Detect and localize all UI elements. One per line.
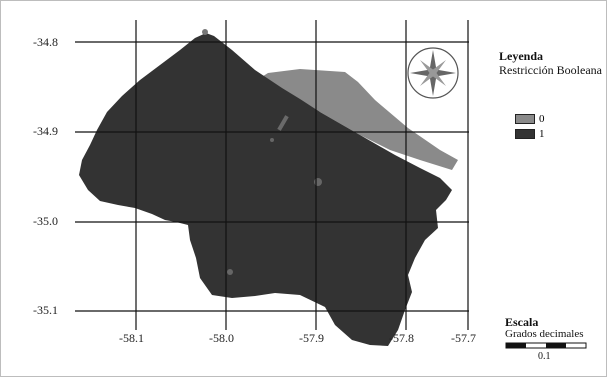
- legend-item-label: 0: [539, 112, 545, 125]
- lat-label: -35.0: [33, 214, 58, 228]
- coordinate-grid: [75, 20, 469, 330]
- legend-swatch: [515, 128, 535, 139]
- lat-label: -34.9: [33, 124, 58, 138]
- restriction-one-region: [79, 33, 452, 346]
- lon-label: -57.7: [451, 331, 476, 345]
- legend-subtitle: Restricción Booleana: [499, 63, 602, 77]
- patch: [314, 178, 322, 186]
- compass-rose-icon: [407, 47, 459, 99]
- lon-label: -58.0: [209, 331, 234, 345]
- legend-swatch: [515, 113, 535, 124]
- lon-label: -57.8: [389, 331, 414, 345]
- patch: [270, 138, 274, 142]
- lat-label: -35.1: [33, 303, 58, 317]
- patch: [202, 29, 208, 35]
- patch: [227, 269, 233, 275]
- patch: [277, 115, 289, 131]
- legend-item-one: 1: [515, 127, 545, 140]
- legend-title: Leyenda: [499, 49, 544, 63]
- panel-letter: a: [92, 64, 100, 80]
- lon-label: -57.9: [299, 331, 324, 345]
- scale-units: Grados decimales: [505, 328, 584, 340]
- lat-label: -34.8: [33, 35, 58, 49]
- legend-item-zero: 0: [515, 112, 545, 125]
- scale-bar: [505, 342, 587, 349]
- lon-label: -58.1: [119, 331, 144, 345]
- legend-item-label: 1: [539, 127, 545, 140]
- scale-title: Escala: [505, 315, 539, 329]
- scale-value: 0.1: [538, 351, 551, 362]
